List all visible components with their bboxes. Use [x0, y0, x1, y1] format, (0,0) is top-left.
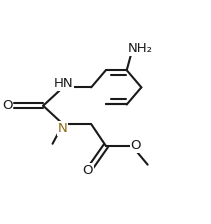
Text: O: O	[2, 99, 12, 112]
Text: N: N	[58, 122, 68, 135]
Text: O: O	[83, 164, 93, 177]
Text: HN: HN	[54, 77, 73, 90]
Text: NH₂: NH₂	[127, 42, 152, 55]
Text: O: O	[130, 139, 141, 152]
